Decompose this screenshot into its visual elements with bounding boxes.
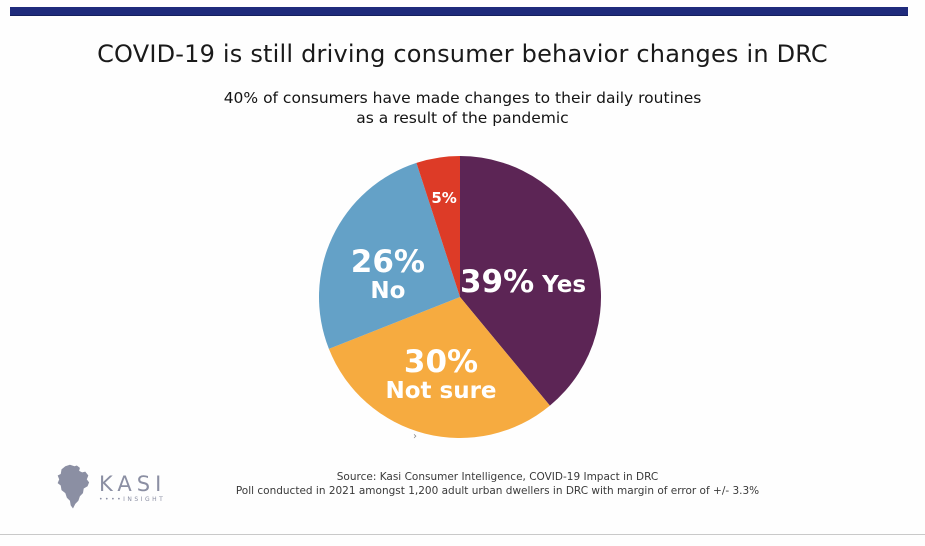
pie-chart: 39% Yes 30%Not sure 26%No 5% bbox=[318, 156, 602, 439]
africa-logo-icon bbox=[57, 464, 90, 509]
tiny-marker: › bbox=[413, 431, 417, 442]
pie-slice-no bbox=[318, 162, 460, 349]
pie-label: Not sure bbox=[385, 378, 496, 404]
page-title: COVID-19 is still driving consumer behav… bbox=[97, 40, 828, 68]
top-accent-bar bbox=[10, 7, 908, 16]
pie-label: 5% bbox=[431, 189, 456, 207]
page-subtitle: 40% of consumers have made changes to th… bbox=[0, 88, 925, 128]
bottom-divider bbox=[0, 534, 925, 535]
pie-slice-yes bbox=[460, 156, 602, 406]
pie-slice-5pct bbox=[416, 156, 460, 297]
logo-name: KASI bbox=[99, 472, 167, 496]
logo-text: KASI ••••INSIGHT bbox=[99, 472, 167, 504]
source-line-1: Source: Kasi Consumer Intelligence, COVI… bbox=[336, 471, 659, 483]
subtitle-line-2: as a result of the pandemic bbox=[356, 109, 569, 127]
pie-label: 26% bbox=[351, 244, 425, 280]
source-line-2: Poll conducted in 2021 amongst 1,200 adu… bbox=[235, 485, 760, 497]
logo-subtext: ••••INSIGHT bbox=[99, 496, 166, 503]
pie-label: 30% bbox=[404, 344, 478, 380]
pie-label: 39% Yes bbox=[460, 264, 586, 300]
pie-label: No bbox=[370, 278, 405, 304]
source-note: Source: Kasi Consumer Intelligence, COVI… bbox=[70, 470, 925, 498]
kasi-logo: KASI ••••INSIGHT bbox=[54, 464, 166, 510]
pie-slice-not-sure bbox=[328, 297, 550, 439]
subtitle-line-1: 40% of consumers have made changes to th… bbox=[223, 89, 702, 107]
